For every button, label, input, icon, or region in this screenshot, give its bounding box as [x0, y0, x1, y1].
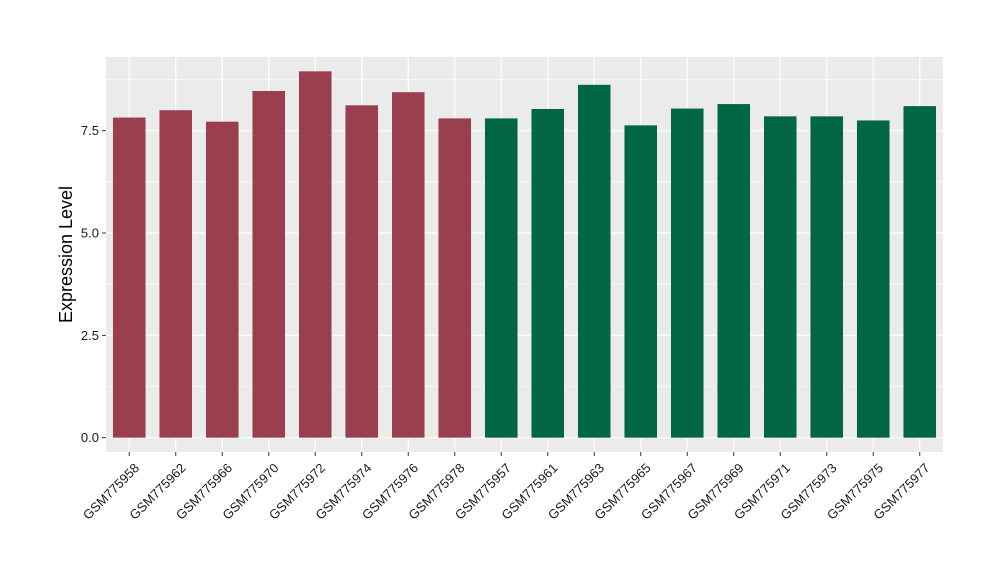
plot-panel	[106, 57, 943, 452]
bar-GSM775967	[670, 108, 704, 438]
bar-GSM775977	[903, 106, 937, 438]
y-tick-label: 2.5	[81, 328, 99, 343]
bar-GSM775973	[810, 116, 844, 438]
bar-GSM775976	[391, 92, 425, 438]
y-tick-label: 7.5	[81, 123, 99, 138]
y-tick-label: 5.0	[81, 226, 99, 241]
bar-GSM775966	[205, 121, 239, 438]
bar-GSM775971	[763, 116, 797, 438]
bar-GSM775975	[856, 120, 890, 438]
y-tick-label: 0.0	[81, 430, 99, 445]
x-axis: GSM775958GSM775962GSM775966GSM775970GSM7…	[80, 452, 933, 523]
bar-GSM775962	[159, 110, 193, 438]
bars	[112, 71, 937, 438]
y-axis: 0.0 2.5 5.0 7.5	[81, 123, 106, 445]
bar-GSM775970	[252, 90, 286, 438]
bar-GSM775965	[624, 125, 658, 438]
bar-GSM775963	[577, 84, 611, 438]
grid-minor	[106, 79, 943, 387]
bar-GSM775969	[717, 104, 751, 438]
bar-GSM775957	[484, 118, 518, 438]
bar-GSM775958	[112, 117, 146, 438]
y-axis-title: Expression Level	[56, 186, 76, 323]
bar-GSM775978	[438, 118, 472, 438]
bar-GSM775961	[531, 108, 565, 438]
bar-GSM775972	[298, 71, 332, 438]
bar-GSM775974	[345, 105, 379, 438]
